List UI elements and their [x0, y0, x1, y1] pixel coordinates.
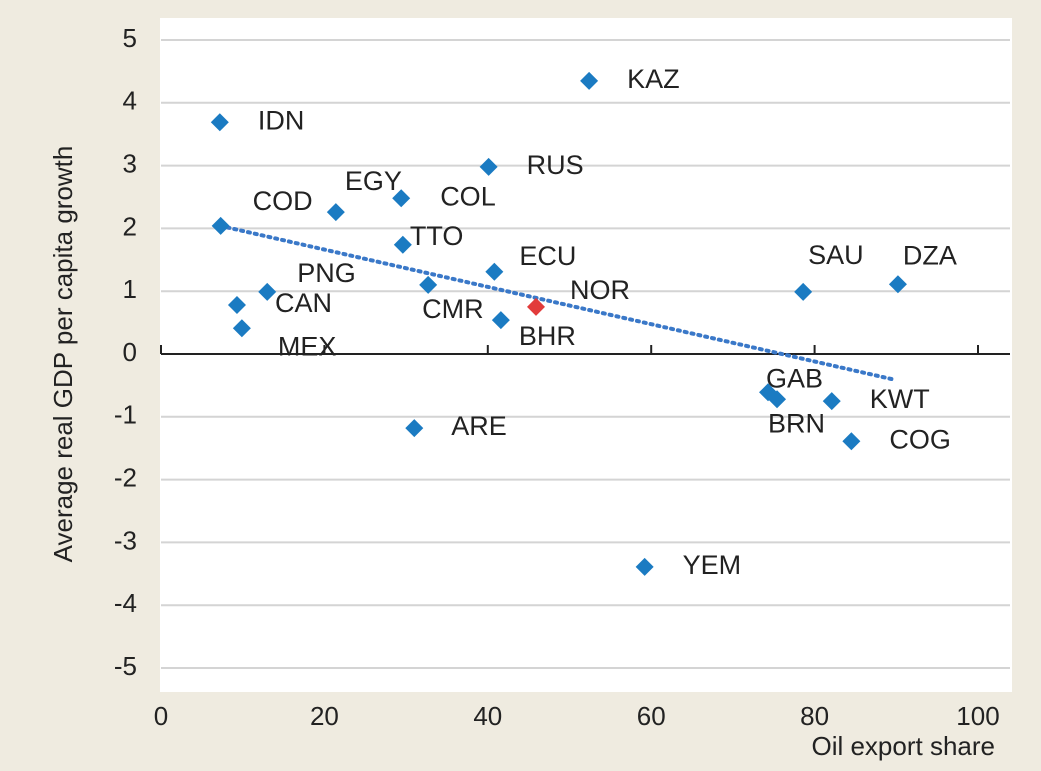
point-label: RUS: [527, 150, 584, 180]
point: [768, 390, 787, 409]
x-tick-label: 80: [800, 701, 829, 731]
point-label: COL: [440, 181, 496, 211]
y-tick-label: 1: [123, 274, 137, 304]
y-tick-label: 3: [123, 148, 137, 178]
point-label: CMR: [422, 294, 484, 324]
point-label: ECU: [519, 241, 576, 271]
point: [227, 296, 246, 315]
point-label: MEX: [278, 331, 337, 361]
point-label: KWT: [870, 384, 930, 414]
point-label: KAZ: [627, 64, 680, 94]
y-tick-label: -4: [114, 588, 137, 618]
point: [405, 419, 424, 438]
point: [393, 235, 412, 254]
y-axis-label: Average real GDP per capita growth: [48, 146, 78, 563]
point-label: NOR: [570, 275, 630, 305]
point-label: CAN: [275, 288, 332, 318]
point: [258, 282, 277, 301]
point: [479, 157, 498, 176]
point-label: ARE: [451, 411, 507, 441]
x-tick-label: 0: [154, 701, 168, 731]
point: [232, 319, 251, 338]
point: [326, 203, 345, 222]
y-tick-label: 0: [123, 337, 137, 367]
point-label: YEM: [683, 550, 742, 580]
x-tick-label: 40: [473, 701, 502, 731]
y-tick-label: -2: [114, 462, 137, 492]
y-tick-label: -3: [114, 525, 137, 555]
point-label: EGY: [345, 166, 402, 196]
point: [392, 189, 411, 208]
point: [888, 275, 907, 294]
x-tick-label: 100: [956, 701, 999, 731]
x-tick-label: 20: [310, 701, 339, 731]
point-label: DZA: [903, 240, 957, 270]
point-label: SAU: [808, 240, 864, 270]
point: [485, 262, 504, 281]
x-tick-label: 60: [637, 701, 666, 731]
y-tick-label: 4: [123, 86, 137, 116]
point-label: TTO: [410, 221, 464, 251]
y-tick-label: 5: [123, 23, 137, 53]
y-tick-label: -5: [114, 651, 137, 681]
point: [211, 216, 230, 235]
point-label: BHR: [519, 321, 576, 351]
x-axis-label: Oil export share: [811, 731, 995, 761]
point: [822, 392, 841, 411]
point-label: COD: [253, 186, 313, 216]
y-tick-label: -1: [114, 400, 137, 430]
point-label: COG: [889, 424, 951, 454]
point: [419, 275, 438, 294]
point: [794, 282, 813, 301]
point-label: GAB: [766, 363, 823, 393]
point: [210, 113, 229, 132]
point: [580, 71, 599, 90]
point: [842, 432, 861, 451]
trendline: [218, 223, 897, 382]
point-label: IDN: [258, 105, 305, 135]
point-label: PNG: [297, 258, 356, 288]
point: [491, 311, 510, 330]
point: [635, 557, 654, 576]
point: [527, 297, 546, 316]
point-label: BRN: [768, 408, 825, 438]
y-tick-label: 2: [123, 211, 137, 241]
